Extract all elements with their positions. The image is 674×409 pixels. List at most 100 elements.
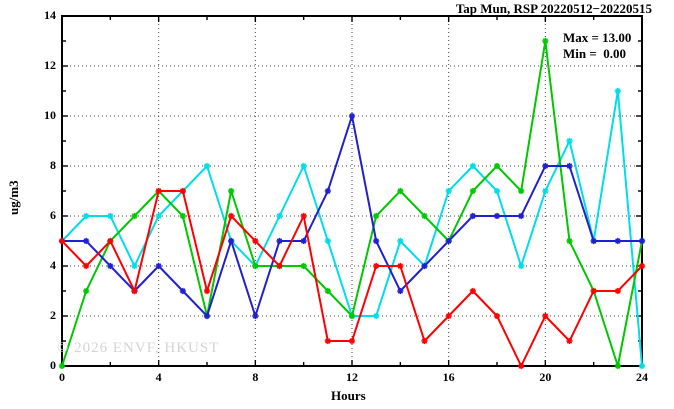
red-series-marker xyxy=(107,238,114,244)
x-tick-label: 0 xyxy=(59,370,65,384)
blue-series-marker xyxy=(349,113,355,119)
blue-series-marker xyxy=(397,288,404,294)
green-series-marker xyxy=(542,38,549,44)
green-series-marker xyxy=(180,213,186,219)
cyan-series-marker xyxy=(518,263,524,269)
y-tick-label: 12 xyxy=(44,58,56,72)
watermark: © 2026 ENVF, HKUST xyxy=(57,340,220,356)
red-series-marker xyxy=(204,288,210,294)
blue-series-marker xyxy=(300,238,307,244)
y-tick-label: 10 xyxy=(44,108,56,122)
cyan-series-marker xyxy=(615,88,621,94)
cyan-series-marker xyxy=(397,238,404,244)
min-annotation: Min = 0.00 xyxy=(563,46,627,61)
red-series-marker xyxy=(83,263,89,269)
x-tick-label: 24 xyxy=(636,370,648,384)
cyan-series-marker xyxy=(639,363,645,369)
x-tick-label: 4 xyxy=(155,370,162,384)
blue-series-marker xyxy=(542,163,549,169)
red-series-marker xyxy=(373,263,379,269)
red-series-marker xyxy=(325,338,331,344)
blue-series-marker xyxy=(325,188,331,194)
blue-series-marker xyxy=(155,263,162,269)
cyan-series-marker xyxy=(131,263,138,269)
blue-series-marker xyxy=(518,213,524,219)
x-tick-label: 12 xyxy=(346,370,358,384)
blue-series-marker xyxy=(590,238,597,244)
x-axis-label: Hours xyxy=(331,388,366,403)
green-series-marker xyxy=(397,188,404,194)
blue-series-marker xyxy=(566,163,573,169)
blue-series-marker xyxy=(83,238,89,244)
cyan-series-marker xyxy=(494,188,500,194)
y-tick-label: 14 xyxy=(44,8,56,22)
green-series-marker xyxy=(494,163,500,169)
blue-series-marker xyxy=(421,263,428,269)
x-tick-label: 8 xyxy=(252,370,259,384)
blue-series-marker xyxy=(107,263,114,269)
red-series-marker xyxy=(397,263,404,269)
green-series-marker xyxy=(252,263,259,269)
blue-series-marker xyxy=(276,238,283,244)
red-series-marker xyxy=(276,263,283,269)
red-series-marker xyxy=(615,288,621,294)
blue-series-marker xyxy=(204,313,210,319)
y-tick-label: 6 xyxy=(50,208,56,222)
green-series-marker xyxy=(349,313,355,319)
red-series-marker xyxy=(639,263,645,269)
red-series-marker xyxy=(131,288,138,294)
max-annotation: Max = 13.00 xyxy=(563,30,632,45)
red-series-marker xyxy=(252,238,259,244)
green-series-marker xyxy=(59,363,65,369)
cyan-series-marker xyxy=(470,163,476,169)
cyan-series-marker xyxy=(107,213,114,219)
cyan-series-marker xyxy=(300,163,307,169)
blue-series-marker xyxy=(494,213,500,219)
green-series-marker xyxy=(131,213,138,219)
y-tick-label: 2 xyxy=(50,308,56,322)
green-series-marker xyxy=(228,188,234,194)
cyan-series-marker xyxy=(155,213,162,219)
blue-series-marker xyxy=(180,288,186,294)
red-series-marker xyxy=(542,313,549,319)
red-series-marker xyxy=(59,238,65,244)
cyan-series-marker xyxy=(566,138,573,144)
cyan-series-marker xyxy=(204,163,210,169)
green-series-marker xyxy=(421,213,428,219)
cyan-series-marker xyxy=(445,188,452,194)
green-series-marker xyxy=(300,263,307,269)
red-series-marker xyxy=(180,188,186,194)
blue-series-marker xyxy=(639,238,645,244)
cyan-series-marker xyxy=(83,213,89,219)
red-series-marker xyxy=(590,288,597,294)
x-tick-label: 20 xyxy=(539,370,552,384)
blue-series-marker xyxy=(470,213,476,219)
red-series-marker xyxy=(566,338,573,344)
red-series-marker xyxy=(300,213,307,219)
green-series-marker xyxy=(518,188,524,194)
red-series-marker xyxy=(155,188,162,194)
y-axis-label: ug/m3 xyxy=(6,180,21,215)
green-series-marker xyxy=(566,238,573,244)
green-series-marker xyxy=(325,288,331,294)
green-series-marker xyxy=(470,188,476,194)
green-series-marker xyxy=(373,213,379,219)
y-tick-label: 4 xyxy=(50,258,56,272)
blue-series-marker xyxy=(228,238,234,244)
red-series-marker xyxy=(518,363,524,369)
red-series-marker xyxy=(349,338,355,344)
red-series-marker xyxy=(421,338,428,344)
red-series-marker xyxy=(470,288,476,294)
red-series-marker xyxy=(228,213,234,219)
red-series-marker xyxy=(494,313,500,319)
cyan-series-marker xyxy=(373,313,379,319)
cyan-series-marker xyxy=(325,238,331,244)
blue-series-marker xyxy=(252,313,259,319)
blue-series-marker xyxy=(445,238,452,244)
red-series-marker xyxy=(445,313,452,319)
blue-series-marker xyxy=(615,238,621,244)
y-tick-label: 8 xyxy=(50,158,56,172)
y-tick-label: 0 xyxy=(50,358,56,372)
